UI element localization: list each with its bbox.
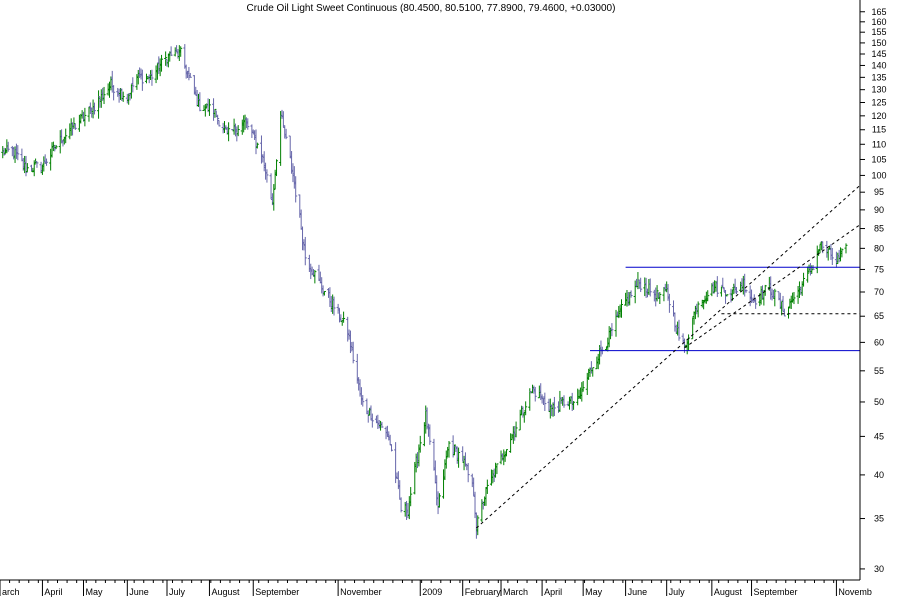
y-tick-label: 130	[871, 85, 886, 95]
x-tick-label: April	[544, 587, 562, 597]
y-tick-label: 150	[871, 38, 886, 48]
x-tick-label: November	[340, 587, 382, 597]
x-tick-label: arch	[2, 587, 20, 597]
y-tick-label: 45	[874, 431, 884, 441]
y-tick-label: 40	[874, 470, 884, 480]
x-tick-label: June	[628, 587, 648, 597]
y-tick-label: 120	[871, 111, 886, 121]
y-tick-label: 140	[871, 60, 886, 70]
y-tick-label: 80	[874, 243, 884, 253]
y-tick-label: 50	[874, 397, 884, 407]
x-tick-label: August	[211, 587, 240, 597]
trend-line	[476, 185, 861, 529]
y-tick-label: 90	[874, 205, 884, 215]
x-tick-label: July	[169, 587, 186, 597]
x-tick-label: April	[44, 587, 62, 597]
y-tick-label: 70	[874, 287, 884, 297]
y-tick-label: 160	[871, 17, 886, 27]
trend-line	[684, 224, 861, 349]
x-axis: arch April May June July August September Novem…	[0, 579, 872, 597]
y-tick-label: 105	[871, 154, 886, 164]
x-tick-label: Novemb	[838, 587, 872, 597]
y-tick-label: 65	[874, 311, 884, 321]
y-tick-label: 100	[871, 170, 886, 180]
y-tick-label: 165	[871, 7, 886, 17]
y-tick-label: 60	[874, 337, 884, 347]
y-tick-label: 135	[871, 72, 886, 82]
y-tick-label: 110	[872, 139, 886, 149]
price-bars	[1, 44, 848, 539]
chart-title: Crude Oil Light Sweet Continuous (80.450…	[247, 3, 616, 14]
y-tick-label: 155	[871, 27, 886, 37]
y-tick-label: 30	[874, 564, 884, 574]
x-tick-label: May	[585, 587, 603, 597]
y-tick-label: 55	[874, 366, 884, 376]
y-tick-label: 125	[871, 97, 886, 107]
x-tick-label: September	[754, 587, 798, 597]
x-tick-label: June	[129, 587, 149, 597]
x-tick-label: 2009	[422, 587, 442, 597]
y-tick-label: 85	[874, 224, 884, 234]
y-tick-label: 115	[872, 125, 886, 135]
x-tick-label: March	[503, 587, 528, 597]
x-tick-label: May	[86, 587, 104, 597]
x-tick-label: August	[714, 587, 743, 597]
y-tick-label: 145	[871, 49, 886, 59]
y-tick-label: 75	[874, 264, 884, 274]
annotation-lines	[476, 185, 861, 529]
y-tick-label: 95	[874, 187, 884, 197]
y-tick-label: 35	[874, 514, 884, 524]
x-tick-label: July	[669, 587, 686, 597]
y-axis: 30 35 40 45 50 55 60 65 70 75 80 85 90 95 100 105 110 115…	[859, 0, 887, 580]
x-tick-label: September	[255, 587, 299, 597]
x-tick-label: February	[465, 587, 502, 597]
